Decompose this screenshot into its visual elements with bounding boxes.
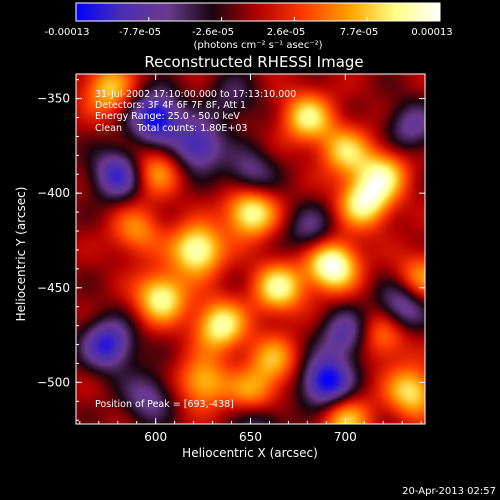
colorbar-tick-label-2: -2.6e-05 <box>192 27 234 38</box>
chart-title: Reconstructed RHESSI Image <box>144 53 363 71</box>
y-axis-label: Heliocentric Y (arcsec) <box>14 187 28 322</box>
y-tick-label: −500 <box>37 375 70 389</box>
x-tick-label: 650 <box>239 430 262 444</box>
overlay-detectors: Detectors: 3F 4F 6F 7F 8F, Att 1 <box>95 100 246 111</box>
overlay-energy-range: Energy Range: 25.0 - 50.0 keV <box>95 111 240 122</box>
colorbar-tick-label-3: 2.6e-05 <box>267 27 305 38</box>
overlay-time-range: 31-Jul-2002 17:10:00.000 to 17:13:10.000 <box>95 89 296 100</box>
colorbar-ticks <box>75 17 441 21</box>
colorbar: -0.00013 -7.7e-05 -2.6e-05 2.6e-05 7.7e-… <box>45 2 453 51</box>
colorbar-unit: (photons cm⁻² s⁻¹ asec⁻²) <box>193 40 322 51</box>
colorbar-tick-label-1: -7.7e-05 <box>119 27 161 38</box>
overlay-annotation: 31-Jul-2002 17:10:00.000 to 17:13:10.000… <box>95 89 296 410</box>
x-tick-label: 700 <box>334 430 357 444</box>
colorbar-gradient <box>75 2 441 22</box>
y-tick-label: −400 <box>37 186 70 200</box>
colorbar-tick-label-5: 0.00013 <box>411 27 452 38</box>
overlay-peak-position: Position of Peak = [693,-438] <box>95 399 234 410</box>
colorbar-tick-label-0: -0.00013 <box>45 27 90 38</box>
x-tick-label: 600 <box>144 430 167 444</box>
y-tick-label: −450 <box>37 281 70 295</box>
heatmap-image <box>76 74 425 424</box>
x-axis-label: Heliocentric X (arcsec) <box>182 446 318 460</box>
axis-ticks: 600 650 700 −350 −400 −450 −500 <box>37 74 425 444</box>
colorbar-tick-label-4: 7.7e-05 <box>340 27 378 38</box>
overlay-counts: Clean Total counts: 1.80E+03 <box>95 123 247 134</box>
y-tick-label: −350 <box>37 92 70 106</box>
footer-date: 20-Apr-2013 02:57 <box>402 486 496 497</box>
